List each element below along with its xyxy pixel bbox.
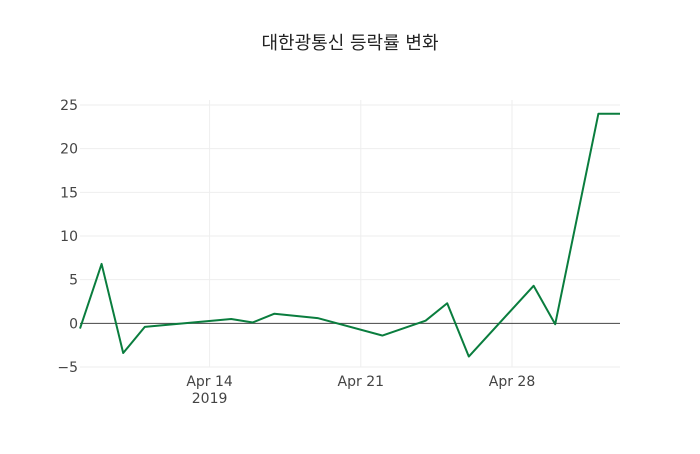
y-tick-label: 5 (69, 273, 78, 289)
x-tick-label: Apr 14 (186, 374, 233, 390)
y-tick-label: 25 (60, 98, 78, 114)
y-tick-label: −5 (57, 360, 78, 376)
chart-title: 대한광통신 등락률 변화 (261, 33, 438, 54)
y-tick-label: 15 (60, 185, 78, 201)
x-tick-label: Apr 21 (338, 374, 384, 390)
x-tick-label: Apr 28 (489, 374, 535, 390)
y-tick-label: 20 (60, 142, 78, 158)
x-tick-sublabel: 2019 (192, 391, 228, 407)
y-tick-label: 10 (60, 229, 78, 245)
series-line (79, 112, 620, 358)
y-tick-label: 0 (69, 316, 78, 332)
